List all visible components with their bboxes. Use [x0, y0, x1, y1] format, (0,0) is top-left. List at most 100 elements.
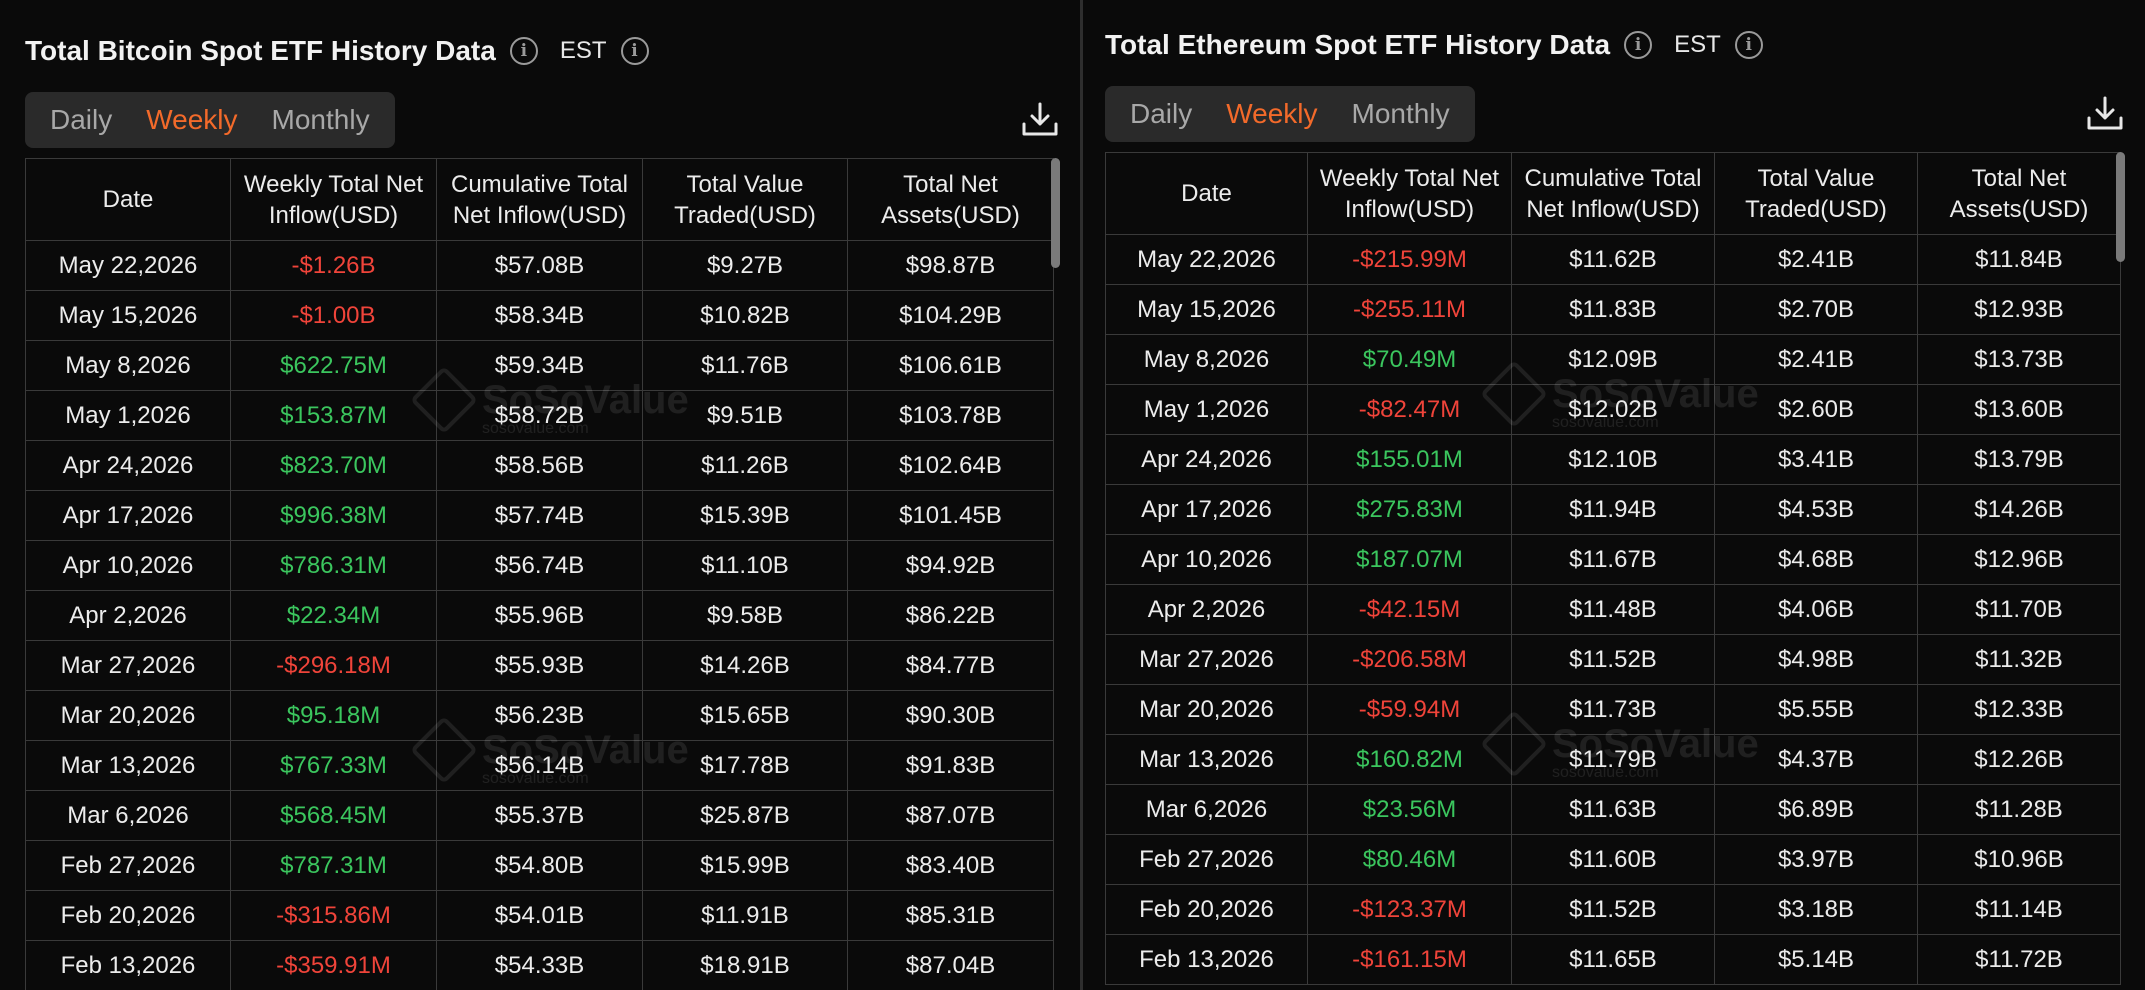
cell-total-value-traded: $2.60B	[1714, 384, 1918, 435]
cell-date: Mar 27,2026	[1105, 634, 1308, 685]
cell-cumulative-net-inflow: $55.96B	[436, 590, 643, 641]
cell-total-net-assets: $83.40B	[847, 840, 1054, 891]
cell-cumulative-net-inflow: $11.63B	[1511, 784, 1715, 835]
cell-weekly-net-inflow: -$161.15M	[1307, 934, 1512, 985]
cell-total-net-assets: $14.26B	[1917, 484, 2121, 535]
cell-total-net-assets: $11.84B	[1917, 234, 2121, 285]
cell-total-value-traded: $5.55B	[1714, 684, 1918, 735]
tab-monthly[interactable]: Monthly	[271, 104, 370, 135]
cell-cumulative-net-inflow: $11.67B	[1511, 534, 1715, 585]
cell-weekly-net-inflow: $80.46M	[1307, 834, 1512, 885]
tab-monthly[interactable]: Monthly	[1351, 98, 1450, 129]
cell-date: Apr 17,2026	[1105, 484, 1308, 535]
column-header-date: Date	[25, 158, 231, 241]
cell-total-net-assets: $12.33B	[1917, 684, 2121, 735]
cell-date: Mar 6,2026	[1105, 784, 1308, 835]
cell-total-value-traded: $14.26B	[642, 640, 848, 691]
cell-date: Apr 2,2026	[1105, 584, 1308, 635]
cell-date: May 1,2026	[1105, 384, 1308, 435]
cell-date: May 8,2026	[1105, 334, 1308, 385]
cell-cumulative-net-inflow: $54.33B	[436, 940, 643, 990]
cell-total-value-traded: $4.06B	[1714, 584, 1918, 635]
cell-cumulative-net-inflow: $59.34B	[436, 340, 643, 391]
eth-scrollbar[interactable]	[2116, 152, 2125, 262]
cell-date: Apr 10,2026	[1105, 534, 1308, 585]
cell-cumulative-net-inflow: $11.60B	[1511, 834, 1715, 885]
cell-cumulative-net-inflow: $54.80B	[436, 840, 643, 891]
cell-weekly-net-inflow: $153.87M	[230, 390, 437, 441]
column-header-weekly-net-inflow: Weekly Total Net Inflow(USD)	[1307, 152, 1512, 235]
cell-weekly-net-inflow: $568.45M	[230, 790, 437, 841]
cell-total-net-assets: $13.73B	[1917, 334, 2121, 385]
eth-table: Date Weekly Total Net Inflow(USD) Cumulati…	[1105, 152, 2121, 985]
cell-date: Apr 24,2026	[1105, 434, 1308, 485]
cell-total-net-assets: $91.83B	[847, 740, 1054, 791]
column-header-weekly-net-inflow: Weekly Total Net Inflow(USD)	[230, 158, 437, 241]
btc-table: Date Weekly Total Net Inflow(USD) Cumulati…	[25, 158, 1054, 990]
cell-weekly-net-inflow: $155.01M	[1307, 434, 1512, 485]
cell-total-net-assets: $94.92B	[847, 540, 1054, 591]
cell-weekly-net-inflow: -$42.15M	[1307, 584, 1512, 635]
cell-date: May 15,2026	[25, 290, 231, 341]
table-row: May 15,2026 -$255.11M $11.83B $2.70B $12.93B	[1105, 284, 2121, 335]
cell-date: Feb 27,2026	[25, 840, 231, 891]
cell-date: Feb 13,2026	[25, 940, 231, 990]
table-row: Mar 13,2026 $160.82M $11.79B $4.37B $12.26B	[1105, 734, 2121, 785]
cell-total-value-traded: $2.70B	[1714, 284, 1918, 335]
cell-total-net-assets: $104.29B	[847, 290, 1054, 341]
cell-weekly-net-inflow: $767.33M	[230, 740, 437, 791]
table-row: Apr 10,2026 $786.31M $56.74B $11.10B $94.92B	[25, 540, 1054, 591]
cell-total-value-traded: $3.18B	[1714, 884, 1918, 935]
cell-total-net-assets: $102.64B	[847, 440, 1054, 491]
cell-weekly-net-inflow: -$255.11M	[1307, 284, 1512, 335]
cell-total-net-assets: $11.28B	[1917, 784, 2121, 835]
download-icon[interactable]	[1020, 100, 1060, 140]
table-row: Mar 13,2026 $767.33M $56.14B $17.78B $91.83B	[25, 740, 1054, 791]
btc-table-wrap: Date Weekly Total Net Inflow(USD) Cumulati…	[25, 158, 1060, 990]
table-row: Apr 17,2026 $275.83M $11.94B $4.53B $14.26B	[1105, 484, 2121, 535]
cell-total-value-traded: $4.53B	[1714, 484, 1918, 535]
eth-period-tabs: Daily Weekly Monthly	[1105, 86, 1475, 142]
cell-total-net-assets: $10.96B	[1917, 834, 2121, 885]
cell-date: May 22,2026	[1105, 234, 1308, 285]
cell-weekly-net-inflow: -$315.86M	[230, 890, 437, 941]
cell-weekly-net-inflow: -$1.26B	[230, 240, 437, 291]
table-row: Apr 24,2026 $155.01M $12.10B $3.41B $13.79B	[1105, 434, 2121, 485]
download-icon[interactable]	[2085, 94, 2125, 134]
btc-scrollbar[interactable]	[1051, 158, 1060, 268]
cell-cumulative-net-inflow: $11.94B	[1511, 484, 1715, 535]
eth-title: Total Ethereum Spot ETF History Data	[1105, 29, 1611, 60]
cell-cumulative-net-inflow: $11.73B	[1511, 684, 1715, 735]
cell-weekly-net-inflow: -$82.47M	[1307, 384, 1512, 435]
cell-total-value-traded: $2.41B	[1714, 234, 1918, 285]
tab-daily[interactable]: Daily	[1130, 98, 1193, 129]
column-header-total-value-traded: Total Value Traded(USD)	[642, 158, 848, 241]
cell-date: Apr 24,2026	[25, 440, 231, 491]
info-icon[interactable]: i	[1734, 31, 1763, 59]
tab-daily[interactable]: Daily	[50, 104, 113, 135]
cell-date: Mar 20,2026	[1105, 684, 1308, 735]
info-icon[interactable]: i	[620, 37, 649, 65]
cell-total-net-assets: $87.04B	[847, 940, 1054, 990]
info-icon[interactable]: i	[509, 37, 538, 65]
table-row: May 8,2026 $70.49M $12.09B $2.41B $13.73B	[1105, 334, 2121, 385]
cell-weekly-net-inflow: $786.31M	[230, 540, 437, 591]
cell-total-value-traded: $4.98B	[1714, 634, 1918, 685]
column-header-total-net-assets: Total Net Assets(USD)	[1917, 152, 2121, 235]
tab-weekly[interactable]: Weekly	[1226, 98, 1318, 129]
cell-cumulative-net-inflow: $12.09B	[1511, 334, 1715, 385]
cell-date: Mar 27,2026	[25, 640, 231, 691]
cell-cumulative-net-inflow: $12.10B	[1511, 434, 1715, 485]
cell-total-net-assets: $12.96B	[1917, 534, 2121, 585]
eth-table-wrap: Date Weekly Total Net Inflow(USD) Cumulati…	[1105, 152, 2125, 985]
cell-total-net-assets: $103.78B	[847, 390, 1054, 441]
info-icon[interactable]: i	[1624, 31, 1653, 59]
table-header-row: Date Weekly Total Net Inflow(USD) Cumulati…	[1105, 152, 2121, 235]
cell-total-value-traded: $11.10B	[642, 540, 848, 591]
table-row: Mar 27,2026 -$296.18M $55.93B $14.26B $84.77…	[25, 640, 1054, 691]
cell-total-value-traded: $4.37B	[1714, 734, 1918, 785]
cell-total-net-assets: $106.61B	[847, 340, 1054, 391]
tab-weekly[interactable]: Weekly	[146, 104, 238, 135]
cell-total-net-assets: $11.32B	[1917, 634, 2121, 685]
cell-cumulative-net-inflow: $54.01B	[436, 890, 643, 941]
